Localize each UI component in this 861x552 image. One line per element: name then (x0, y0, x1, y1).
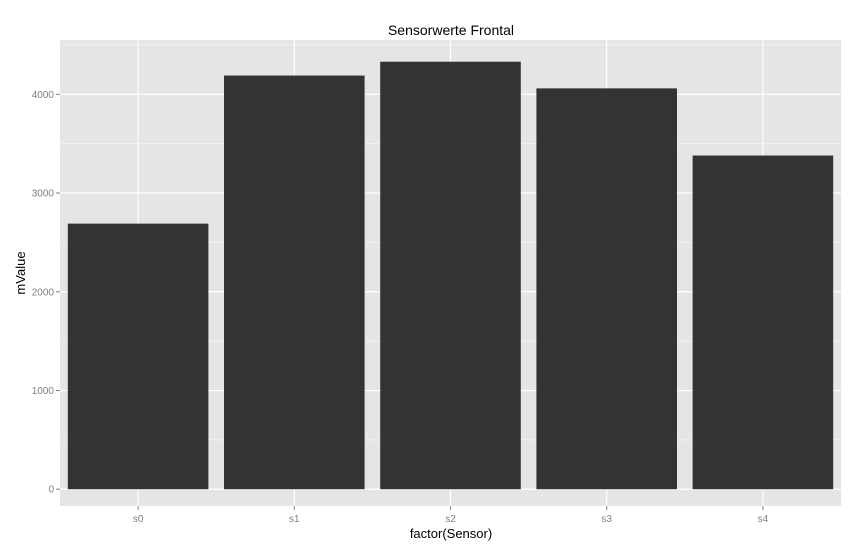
x-tick-label: s4 (758, 514, 769, 525)
y-tick-label: 1000 (32, 386, 55, 397)
y-tick-label: 3000 (32, 189, 55, 200)
y-axis-title: mValue (13, 251, 28, 294)
plot-panel: 0 1000 2000 3000 4000 s0 s1 s2 s3 s4 (32, 40, 841, 525)
bar-s1 (224, 75, 365, 490)
x-tick-label: s2 (445, 514, 456, 525)
bar-s2 (380, 61, 521, 490)
bar-s3 (536, 88, 677, 490)
x-tick-label: s0 (133, 514, 144, 525)
x-tick-label: s1 (289, 514, 300, 525)
y-tick-label: 4000 (32, 90, 55, 101)
y-tick-label: 2000 (32, 287, 55, 298)
chart-title: Sensorwerte Frontal (388, 22, 514, 38)
bar-s4 (692, 155, 834, 490)
bar-s0 (67, 223, 209, 490)
x-tick-label: s3 (601, 514, 612, 525)
x-axis-title: factor(Sensor) (410, 526, 492, 541)
y-tick-label: 0 (48, 485, 54, 496)
